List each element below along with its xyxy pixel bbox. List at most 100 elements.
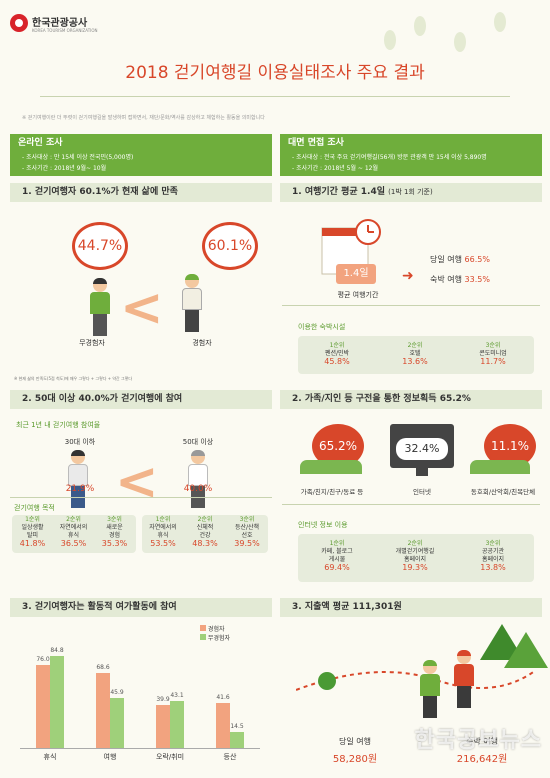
club-label: 동호회/산악회/친목단체 (470, 488, 536, 496)
old-purpose-rank-label: 3순위 (239, 516, 255, 523)
lodging-rank-label: 1순위 (329, 342, 345, 349)
tree-icon (318, 672, 336, 690)
logo-sub: KOREA TOURISM ORGANIZATION (32, 28, 98, 33)
trail-path-icon (296, 669, 536, 691)
lodging-rank-label: 2순위 (407, 342, 423, 349)
old-purpose-rank-item: 신체적 건강 (196, 524, 214, 539)
section-title-duration: 1. 여행기간 평균 1.4일 (1박 1회 기준) (280, 183, 542, 202)
average-duration: 1.4일 (336, 264, 376, 284)
young-purpose-rank-label: 3순위 (107, 516, 122, 523)
old-purpose-rank-item: 자연에서의 휴식 (149, 524, 177, 539)
lodging-rank-value: 45.8% (324, 357, 350, 366)
online-survey-info: - 조사대상 : 만 15세 이상 전국민(5,000명) - 조사기간 : 2… (10, 152, 272, 176)
bar-value-label: 84.8 (50, 646, 64, 654)
internet-label: 인터넷 (413, 488, 431, 496)
chart-baseline (20, 748, 260, 749)
overnight-pct: 33.5% (464, 275, 490, 284)
lodging-rank-item: 콘도미니엄 (479, 350, 507, 357)
offline-survey-band: 대면 면접 조사 (280, 134, 542, 152)
bar-experienced-0 (36, 665, 50, 748)
internet-rank-1: 1순위 카페, 블로그 게시물 69.4% (298, 540, 376, 572)
young-purpose-rank-label: 1순위 (25, 516, 40, 523)
night-expense-label: 숙박 여행 (466, 737, 498, 746)
young-purpose-rank-item: 일상생활 탈피 (21, 524, 44, 539)
legend-item-non-experienced: 무경험자 (200, 633, 230, 642)
day-expense-label: 당일 여행 (339, 737, 371, 746)
lodging-rank-value: 11.7% (480, 357, 506, 366)
old-purpose-rank-value: 53.5% (150, 539, 176, 548)
day-trip-label: 당일 여행 (430, 255, 462, 264)
logo-name: 한국관광공사 (32, 18, 88, 29)
section-title-satisfaction: 1. 걷기여행자 60.1%가 현재 삶에 만족 (10, 183, 272, 202)
lodging-rank-label: 3순위 (485, 342, 501, 349)
non-experienced-bubble: 44.7% (72, 222, 128, 270)
offline-survey-info: - 조사대상 : 전국 주요 걷기여행길(56개) 방문 관광객 만 15세 이… (280, 152, 542, 176)
young-purpose-rank-label: 2순위 (66, 516, 81, 523)
x-tick-label: 오락/취미 (155, 753, 185, 761)
old-purpose-rank-value: 48.3% (192, 539, 218, 548)
section-title-leisure: 3. 걷기여행자는 활동적 여가활동에 참여 (10, 598, 272, 617)
x-tick-label: 등산 (223, 753, 237, 761)
participation-subtitle: 최근 1년 내 걷기여행 참여율 (16, 421, 101, 429)
internet-rank-value: 19.3% (402, 563, 428, 572)
logo: 한국관광공사 KOREA TOURISM ORGANIZATION (10, 12, 120, 42)
bar-value-label: 39.9 (156, 695, 170, 703)
internet-rank-value: 69.4% (324, 563, 350, 572)
internet-rank-item: 공공기관 홈페이지 (481, 548, 505, 563)
overnight-trip: 숙박 여행 33.5% (430, 274, 490, 285)
bar-non-experienced-2 (170, 701, 184, 748)
satisfaction-footnote: ※ 현재 삶의 만족도(5점 척도)에 매우 그렇다 + 그렇다 + 약간 그렇… (14, 376, 133, 381)
x-tick-label: 여행 (103, 753, 117, 761)
watermark: 한국공보뉴스 (414, 728, 542, 753)
day-expense-value: 58,280원 (332, 754, 378, 765)
young-participation-pct: 21.9% (65, 484, 95, 494)
old-participation-pct: 40.0% (183, 484, 213, 494)
internet-info-panel (298, 534, 534, 582)
bar-value-label: 76.0 (36, 656, 50, 664)
young-purpose-rank-2: 2순위 자연에서의 휴식 36.5% (53, 516, 94, 548)
internet-pct: 32.4% (396, 438, 448, 460)
section-title-expense: 3. 지출액 평균 111,301원 (280, 598, 542, 617)
online-period: - 조사기간 : 2018년 9월~ 10월 (22, 165, 107, 172)
old-purpose-rank-2: 2순위 신체적 건강 48.3% (184, 516, 226, 548)
bar-value-label: 43.1 (170, 692, 184, 700)
bar-value-label: 14.5 (230, 723, 244, 731)
title-divider (40, 96, 510, 97)
bar-value-label: 68.6 (96, 664, 110, 672)
lodging-rank-item: 호텔 (409, 350, 421, 357)
offline-period: - 조사기간 : 2018년 5월 ~ 12월 (292, 165, 379, 172)
young-purpose-rank-1: 1순위 일상생활 탈피 41.8% (12, 516, 53, 548)
internet-info-label: 인터넷 정보 이용 (298, 521, 348, 529)
old-purpose-rank-1: 1순위 자연에서의 휴식 53.5% (142, 516, 184, 548)
section-title-age: 2. 50대 이상 40.0%가 걷기여행에 참여 (10, 390, 272, 409)
online-target: - 조사대상 : 만 15세 이상 전국민(5,000명) (22, 154, 134, 161)
experienced-bubble: 60.1% (202, 222, 258, 270)
purpose-label: 걷기여행 목적 (14, 504, 55, 512)
internet-rank-value: 13.8% (480, 563, 506, 572)
logo-mark-icon (10, 14, 28, 32)
chart-legend: 경험자 무경험자 (200, 624, 230, 642)
lodging-panel (298, 336, 534, 374)
age-divider (10, 497, 272, 498)
bar-non-experienced-1 (110, 698, 124, 748)
old-purpose-panel (142, 515, 268, 553)
internet-rank-label: 3순위 (485, 540, 501, 547)
bar-non-experienced-3 (230, 732, 244, 748)
bar-non-experienced-0 (50, 655, 64, 748)
leisure-bar-chart: 76.0 84.8 휴식 68.6 45.9 여행 39.9 43.1 오락/취미 41.6 14.… (20, 640, 260, 761)
greater-than-icon: < (120, 278, 164, 338)
young-purpose-rank-value: 41.8% (19, 539, 46, 548)
experienced-label: 경험자 (192, 339, 212, 347)
bar-experienced-3 (216, 702, 230, 748)
overnight-label: 숙박 여행 (430, 275, 462, 284)
day-trip-pct: 66.5% (464, 255, 490, 264)
night-expense-value: 216,642원 (456, 754, 508, 765)
info-divider (282, 504, 540, 505)
old-purpose-rank-label: 2순위 (197, 516, 213, 523)
young-purpose-rank-value: 36.5% (60, 539, 87, 548)
internet-rank-2: 2순위 개별걷기여행길 홈페이지 19.3% (376, 540, 454, 572)
young-purpose-rank-3: 3순위 새로운 경험 35.3% (94, 516, 135, 548)
old-purpose-rank-value: 39.5% (234, 539, 260, 548)
section-title-info: 2. 가족/지인 등 구전을 통한 정보획득 65.2% (280, 390, 542, 409)
old-purpose-rank-3: 3순위 등산/산책 선호 39.5% (226, 516, 268, 548)
